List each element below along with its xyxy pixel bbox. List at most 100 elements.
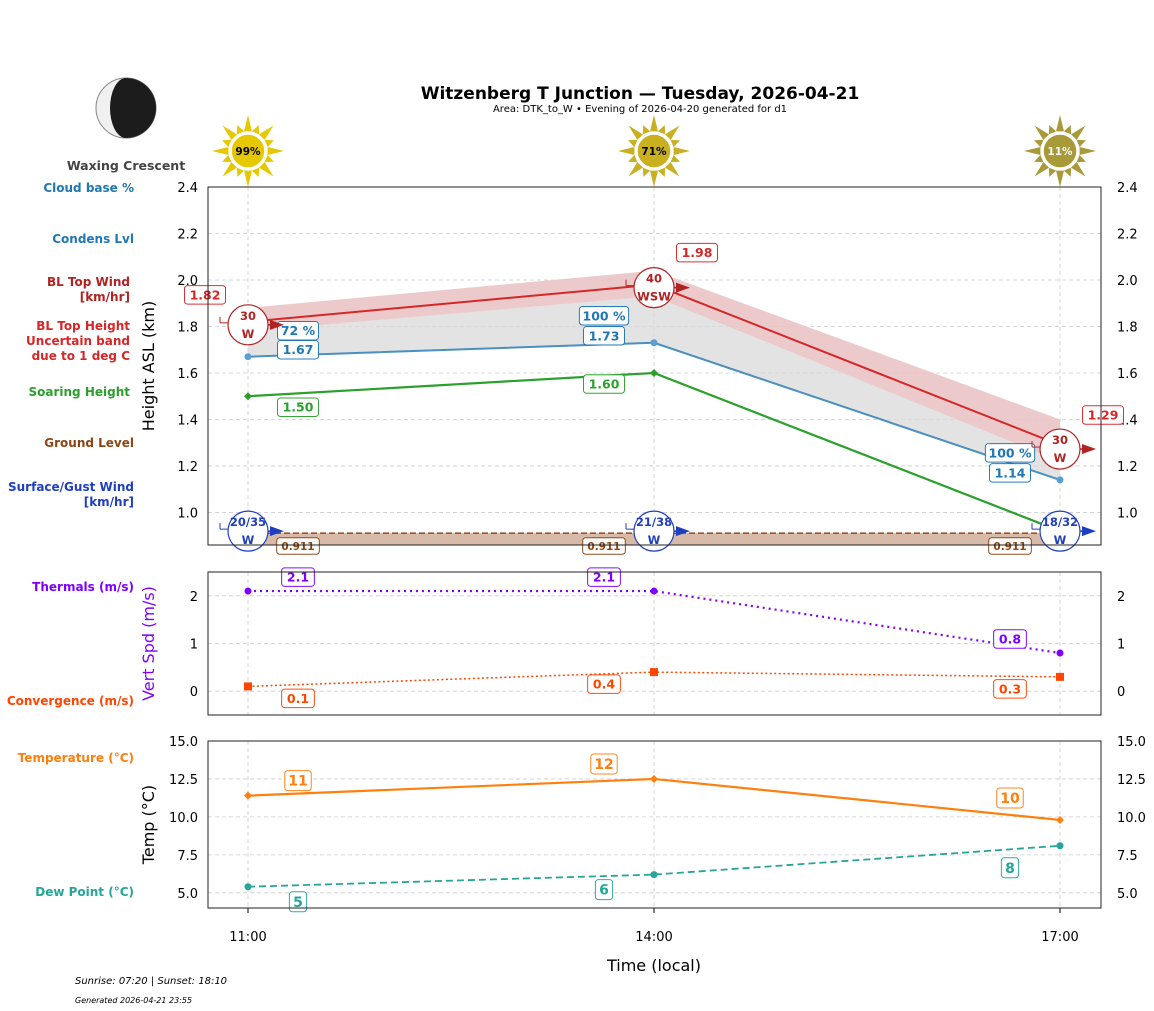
panel-1: 1.0 1.01.2 1.21.4 1.41.6 1.61.8 1.82.0 2.02.2 2… xyxy=(139,181,1138,555)
y-tick-label: 7.5 xyxy=(177,849,198,864)
condens-label: 1.67 xyxy=(283,342,314,357)
bl-top-wind-circle xyxy=(227,304,269,346)
ground-label-box xyxy=(582,537,626,555)
bl-top-label: 1.82 xyxy=(190,287,221,302)
sun-percent-label: 11% xyxy=(1047,146,1073,158)
thermals-label: 0.8 xyxy=(999,632,1021,647)
condens-point xyxy=(244,353,252,361)
y-tick-label-right: 7.5 xyxy=(1117,849,1138,864)
thermals-label-box xyxy=(993,629,1027,649)
bl-top-wind-direction: W xyxy=(1054,451,1067,465)
surface-wind-speed: 18/32 xyxy=(1042,515,1078,529)
x-tick-label: 14:00 xyxy=(635,930,672,945)
surface-wind-circle xyxy=(633,510,675,552)
row-label-condens: Condens Lvl xyxy=(52,232,134,246)
y-tick-label: 5.0 xyxy=(177,887,198,902)
y-tick-label: 1.0 xyxy=(177,506,198,521)
convergence-label: 0.4 xyxy=(593,677,615,692)
y-tick-label-right: 2.0 xyxy=(1117,274,1138,289)
soaring-point xyxy=(650,368,658,377)
y-tick-label-right: 0 xyxy=(1117,685,1125,700)
row-label-thermals: Thermals (m/s) xyxy=(32,580,134,594)
bl-top-wind-circle xyxy=(633,267,675,309)
surface-wind-circle xyxy=(1039,510,1081,552)
condens-label: 1.73 xyxy=(589,328,620,343)
convergence-label-box xyxy=(281,688,315,709)
y-tick-label-right: 1.8 xyxy=(1117,320,1138,335)
surface-wind-speed: 20/35 xyxy=(230,515,266,529)
sun-icon: 11% xyxy=(1024,115,1096,187)
ground-label-box xyxy=(276,537,320,555)
condens-label-box xyxy=(989,463,1031,483)
sun-percent-label: 71% xyxy=(641,146,667,158)
convergence-point xyxy=(650,668,658,677)
wind-arrow-icon xyxy=(270,319,284,330)
y-tick-label-right: 1.2 xyxy=(1117,460,1138,475)
dewpoint-point xyxy=(244,883,252,891)
y-tick-label: 12.5 xyxy=(169,773,198,788)
row-label-dewpoint: Dew Point (°C) xyxy=(35,885,134,899)
x-axis-label: Time (local) xyxy=(606,956,701,975)
bl-top-uncertainty-band xyxy=(248,270,1060,462)
cloud-base-pct-label: 72 % xyxy=(281,323,316,338)
convergence-label: 0.3 xyxy=(999,681,1021,696)
bl-top-label: 1.98 xyxy=(682,245,713,260)
y-tick-label-right: 12.5 xyxy=(1117,773,1146,788)
dewpoint-point xyxy=(650,871,658,879)
row-label-ground: Ground Level xyxy=(44,436,134,450)
chart-title: Witzenberg T Junction — Tuesday, 2026-04… xyxy=(421,84,860,104)
thermals-label: 2.1 xyxy=(593,570,615,585)
condens-point xyxy=(1056,476,1064,484)
y-tick-label: 1.8 xyxy=(177,320,198,335)
dewpoint-label: 8 xyxy=(1005,861,1015,877)
soaring-label: 1.60 xyxy=(589,376,620,391)
plot-frame xyxy=(207,571,1102,716)
plot-frame xyxy=(207,186,1102,546)
temperature-label: 12 xyxy=(594,757,613,773)
ground-label: 0.911 xyxy=(587,541,620,553)
temperature-label-box xyxy=(284,770,312,792)
sun-ray xyxy=(1024,115,1096,187)
sun-icon: 71% xyxy=(618,115,690,187)
y-tick-label-right: 2.4 xyxy=(1117,181,1138,196)
convergence-point xyxy=(244,682,252,691)
condens-point xyxy=(650,339,658,347)
thermals-point xyxy=(244,587,252,595)
dewpoint-label-box xyxy=(288,891,308,913)
bl-top-wind-circle xyxy=(1039,428,1081,470)
surface-wind-direction: W xyxy=(242,533,255,547)
sun-icon: 99% xyxy=(212,115,284,187)
ground-label: 0.911 xyxy=(993,541,1026,553)
temperature-label-box xyxy=(590,753,618,775)
bl-top-wind-speed: 30 xyxy=(1052,433,1068,447)
x-tick-label: 11:00 xyxy=(229,930,266,945)
convergence-label-box xyxy=(587,674,621,694)
sun-times: Sunrise: 07:20 | Sunset: 18:10 xyxy=(75,976,227,987)
y-tick-label: 1.4 xyxy=(177,413,198,428)
sun-ray xyxy=(212,115,284,187)
sun-disc xyxy=(1042,133,1078,169)
y-tick-label: 15.0 xyxy=(169,735,198,750)
y-tick-label-right: 2 xyxy=(1117,590,1125,605)
y-tick-label: 10.0 xyxy=(169,811,198,826)
thermals-label: 2.1 xyxy=(287,570,309,585)
y-axis-label: Temp (°C) xyxy=(139,785,158,865)
y-tick-label: 1.6 xyxy=(177,367,198,382)
panel-2: 0 0 1 1 2 2 Vert Spd (m/s) 2.1 2.1 0.8 0.1 0.4 0.3 xyxy=(139,567,1125,716)
wind-arrow-icon xyxy=(676,526,690,537)
convergence-point xyxy=(1056,672,1064,681)
soaring-label: 1.50 xyxy=(283,400,314,415)
row-label-temperature: Temperature (°C) xyxy=(18,751,134,765)
y-axis-label: Height ASL (km) xyxy=(139,301,158,431)
wind-arrow-icon xyxy=(1082,526,1096,537)
surface-wind-circle xyxy=(227,510,269,552)
soaring-label-box xyxy=(583,374,625,394)
thermals-point xyxy=(1056,649,1064,657)
plot-frame xyxy=(207,740,1102,909)
thermals-line xyxy=(248,589,1061,655)
convergence-label: 0.1 xyxy=(287,691,309,706)
cloud-layer-band xyxy=(248,270,1060,480)
sun-percent-label: 99% xyxy=(235,146,261,158)
y-tick-label: 0 xyxy=(190,685,198,700)
